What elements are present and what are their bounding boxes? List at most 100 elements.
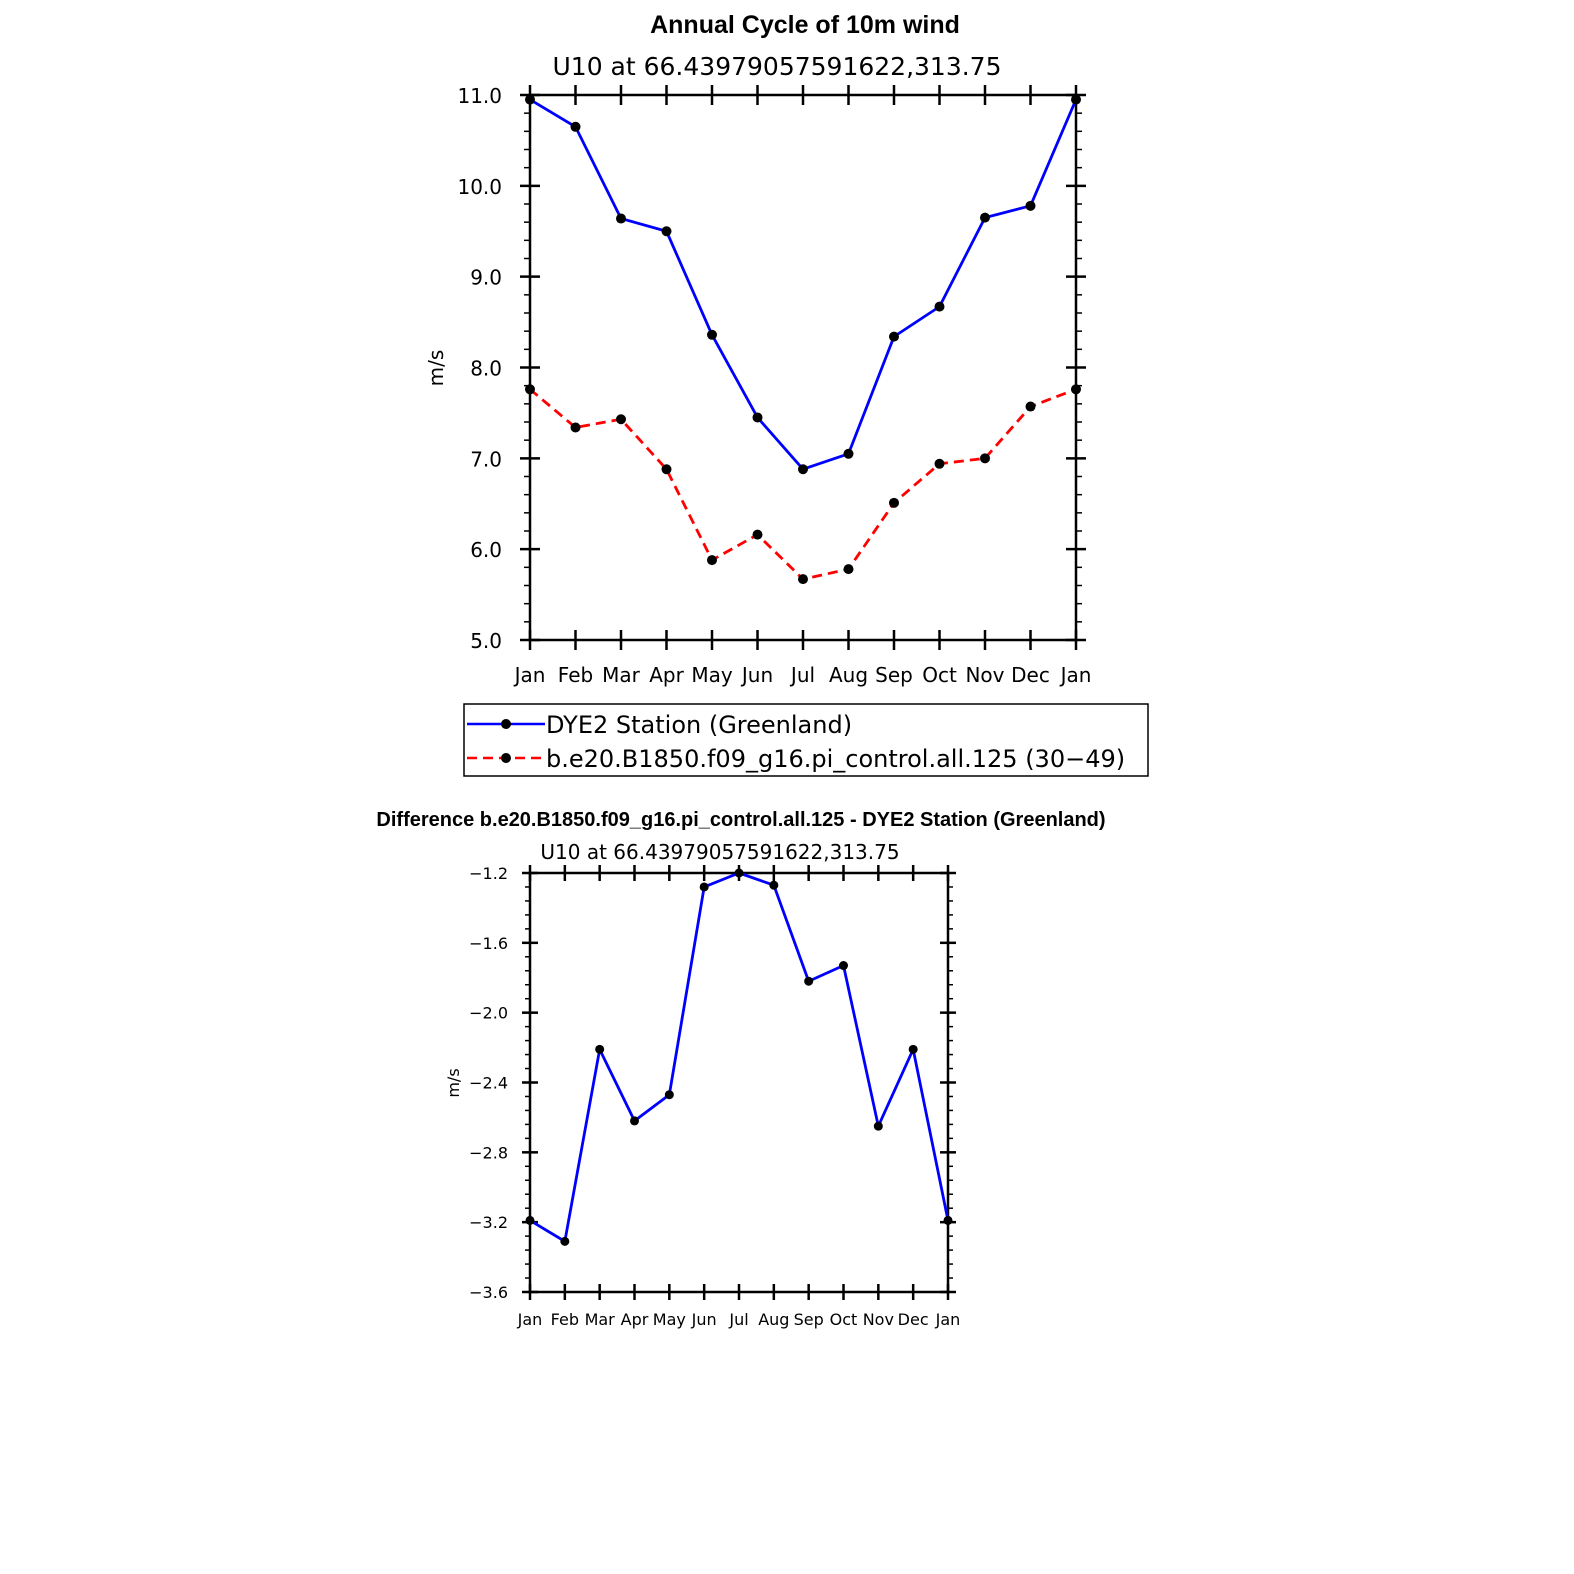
- series-line-1: [529, 387, 1077, 581]
- x-tick-label: Jan: [517, 1310, 543, 1329]
- difference-chart: Difference b.e20.B1850.f09_g16.pi_contro…: [376, 809, 1105, 1329]
- x-tick-label: Oct: [922, 663, 957, 687]
- x-tick-label: Dec: [1011, 663, 1050, 687]
- data-point: [798, 574, 808, 585]
- chart2-ylabel: m/s: [444, 1068, 463, 1097]
- legend-label-obs: DYE2 Station (Greenland): [546, 711, 852, 739]
- data-point: [560, 1236, 570, 1246]
- y-tick-label: 10.0: [457, 175, 502, 199]
- x-tick-label: Nov: [965, 663, 1004, 687]
- x-tick-label: Sep: [794, 1310, 824, 1329]
- data-point: [804, 976, 814, 986]
- x-tick-label: Jan: [935, 1310, 961, 1329]
- data-point: [707, 329, 717, 340]
- y-tick-label: 5.0: [470, 629, 502, 653]
- data-point: [570, 422, 581, 433]
- x-tick-label: Jul: [728, 1310, 748, 1329]
- data-point: [980, 212, 990, 223]
- data-point: [769, 880, 779, 890]
- data-point: [525, 384, 535, 395]
- data-point: [943, 1215, 953, 1225]
- data-point: [1071, 384, 1081, 395]
- x-tick-label: Jun: [691, 1310, 717, 1329]
- y-tick-label: −3.2: [469, 1213, 508, 1232]
- chart2-axes: Jan Feb Mar Apr May Jun Jul Aug Sep Oct Nov Dec Jan−…: [469, 864, 960, 1329]
- data-point: [1071, 94, 1081, 105]
- x-tick-label: Jul: [789, 663, 815, 687]
- data-point: [752, 412, 763, 423]
- annual-cycle-chart: Annual Cycle of 10m wind U10 at 66.43979…: [424, 11, 1149, 777]
- data-point: [734, 868, 744, 878]
- x-tick-label: Feb: [551, 1310, 579, 1329]
- y-tick-label: −2.8: [469, 1143, 508, 1162]
- data-point: [616, 213, 626, 224]
- x-tick-label: Nov: [863, 1310, 894, 1329]
- x-tick-label: Oct: [830, 1310, 858, 1329]
- chart1-ylabel: m/s: [424, 350, 448, 387]
- data-point: [980, 453, 990, 464]
- y-tick-label: 7.0: [470, 447, 502, 471]
- x-tick-label: Mar: [602, 663, 641, 687]
- y-tick-label: −3.6: [469, 1283, 508, 1302]
- chart2-subtitle: U10 at 66.43979057591622,313.75: [540, 840, 899, 864]
- y-tick-label: 6.0: [470, 538, 502, 562]
- data-point: [889, 497, 899, 508]
- x-tick-label: Aug: [829, 663, 868, 687]
- series-line-0: [529, 98, 1078, 471]
- data-point: [843, 564, 854, 575]
- x-tick-label: Apr: [621, 1310, 649, 1329]
- data-point: [873, 1121, 883, 1131]
- data-point: [934, 458, 945, 469]
- x-tick-label: Jan: [513, 663, 546, 687]
- series-line-0: [529, 871, 950, 1243]
- x-tick-label: Jun: [740, 663, 773, 687]
- data-point: [699, 882, 709, 892]
- data-point: [630, 1116, 639, 1126]
- data-point: [661, 226, 672, 237]
- chart2-series: [525, 868, 953, 1246]
- data-point: [934, 301, 945, 312]
- data-point: [595, 1044, 605, 1054]
- x-tick-label: Feb: [558, 663, 593, 687]
- x-tick-label: Apr: [649, 663, 684, 687]
- legend-marker-model: [501, 753, 511, 763]
- data-point: [839, 961, 848, 971]
- x-tick-label: Jan: [1059, 663, 1092, 687]
- x-tick-label: Aug: [758, 1310, 789, 1329]
- y-tick-label: −2.4: [469, 1074, 508, 1093]
- legend-marker-obs: [501, 719, 511, 729]
- data-point: [525, 94, 535, 105]
- y-tick-label: −2.0: [469, 1004, 508, 1023]
- data-point: [661, 464, 672, 475]
- legend-label-model: b.e20.B1850.f09_g16.pi_control.all.125 (…: [546, 745, 1125, 773]
- chart1-series: [525, 94, 1081, 585]
- y-tick-label: −1.6: [469, 934, 508, 953]
- data-point: [1025, 200, 1036, 211]
- x-tick-label: Mar: [585, 1310, 616, 1329]
- x-tick-label: Dec: [898, 1310, 929, 1329]
- y-tick-label: −1.2: [469, 864, 508, 883]
- data-point: [798, 464, 808, 475]
- x-tick-label: May: [653, 1310, 686, 1329]
- data-point: [752, 529, 763, 540]
- legend-box: [463, 703, 1149, 777]
- data-point: [889, 331, 899, 342]
- chart1-title: Annual Cycle of 10m wind: [650, 11, 960, 39]
- x-tick-label: Sep: [875, 663, 913, 687]
- data-point: [707, 555, 717, 566]
- data-point: [908, 1044, 918, 1054]
- chart1-subtitle: U10 at 66.43979057591622,313.75: [553, 52, 1002, 81]
- x-tick-label: May: [691, 663, 733, 687]
- data-point: [664, 1090, 674, 1100]
- chart1-legend: DYE2 Station (Greenland) b.e20.B1850.f09…: [463, 703, 1149, 777]
- data-point: [525, 1215, 535, 1225]
- plot-frame: [528, 93, 1078, 642]
- y-tick-label: 8.0: [470, 357, 502, 381]
- y-tick-label: 11.0: [457, 84, 502, 108]
- chart1-axes: Jan Feb Mar Apr May Jun Jul Aug Sep Oct Nov Dec Jan 5…: [457, 84, 1091, 687]
- data-point: [843, 448, 854, 459]
- chart2-title: Difference b.e20.B1850.f09_g16.pi_contro…: [376, 809, 1105, 831]
- data-point: [570, 121, 581, 132]
- data-point: [1025, 401, 1036, 412]
